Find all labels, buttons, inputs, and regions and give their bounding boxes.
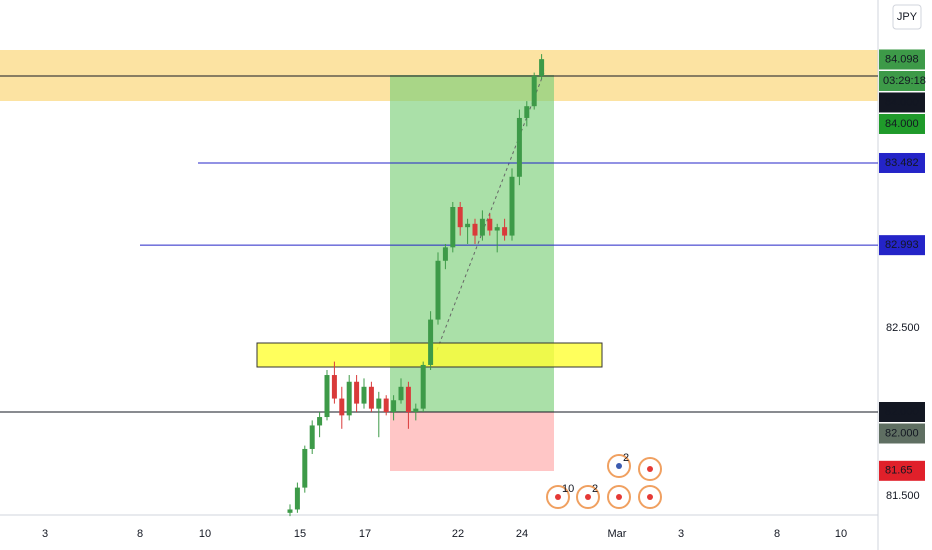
candle-body: [339, 398, 345, 416]
event-dot: [616, 463, 622, 469]
event-count: 2: [623, 452, 629, 464]
candle-body: [331, 375, 337, 399]
candle-body: [442, 247, 448, 261]
price-marker-label: 84.098: [885, 53, 919, 65]
candle-body: [472, 223, 478, 236]
candle-body: [539, 59, 545, 76]
price-marker: [879, 235, 925, 256]
countdown: 03:29:18: [883, 75, 926, 87]
countdown-box: [879, 70, 925, 91]
candle-body: [479, 218, 485, 236]
event-dot: [647, 466, 653, 472]
candle-body: [509, 176, 515, 236]
candle-body: [420, 364, 426, 409]
x-tick-label: 24: [516, 528, 528, 540]
price-marker: [879, 113, 925, 134]
x-tick-label: 3: [678, 528, 684, 540]
event-dot: [647, 494, 653, 500]
candle-body: [294, 487, 300, 510]
event-count: 2: [592, 483, 598, 495]
candle-body: [287, 509, 293, 513]
event-count: 10: [562, 483, 574, 495]
x-tick-label: 22: [452, 528, 464, 540]
loss-zone: [390, 412, 554, 471]
candle-body: [391, 400, 397, 412]
candle-body: [317, 417, 323, 426]
price-marker-label: 84.000: [885, 96, 919, 108]
trend-line: [436, 69, 546, 351]
candle-body: [413, 408, 419, 412]
price-marker-label: 83.482: [885, 157, 919, 169]
x-tick-label: 15: [294, 528, 306, 540]
price-marker-label: 84.000: [885, 118, 919, 130]
currency[interactable]: JPY: [897, 11, 918, 23]
price-marker-label: 81.65: [885, 465, 913, 477]
candle-body: [457, 207, 463, 228]
candle-body: [465, 223, 471, 228]
candle-body: [502, 227, 508, 236]
candle-body: [524, 106, 530, 118]
event-dot: [585, 494, 591, 500]
x-tick-label: 10: [835, 528, 847, 540]
candle-body: [309, 425, 315, 449]
price-marker: [879, 92, 925, 113]
candle-body: [361, 386, 367, 404]
price-marker: [879, 49, 925, 70]
x-tick-label: 8: [774, 528, 780, 540]
candle-body: [494, 227, 500, 231]
price-marker-label: 82.000: [885, 427, 919, 439]
price-axis: [878, 0, 932, 550]
candle-body: [346, 381, 352, 416]
candle-body: [354, 381, 360, 404]
currency-button[interactable]: [892, 4, 922, 30]
y-tick-label: 82.500: [886, 322, 920, 334]
price-marker: [879, 152, 925, 173]
candle-body: [435, 260, 441, 320]
candle-body: [516, 117, 522, 177]
candle-body: [531, 75, 537, 107]
candle-body: [428, 319, 434, 365]
x-tick-label: Mar: [608, 528, 627, 540]
candle-body: [398, 386, 404, 401]
x-tick-label: 3: [42, 528, 48, 540]
price-marker: [879, 460, 925, 481]
candle-body: [405, 386, 411, 412]
price-marker: [879, 402, 925, 422]
x-tick-label: 10: [199, 528, 211, 540]
price-marker-label: 82.000: [885, 406, 919, 418]
event-dot: [555, 494, 561, 500]
price-marker: [879, 423, 925, 444]
candle-body: [368, 386, 374, 409]
candle-body: [376, 398, 382, 409]
candle-body: [450, 207, 456, 248]
x-tick-label: 8: [137, 528, 143, 540]
y-tick-label: 81.500: [886, 490, 920, 502]
candle-body: [324, 375, 330, 418]
x-tick-label: 17: [359, 528, 371, 540]
candle-body: [487, 218, 493, 231]
price-marker-label: 82.993: [885, 239, 919, 251]
candle-body: [302, 448, 308, 488]
event-dot: [616, 494, 622, 500]
candle-body: [383, 398, 389, 412]
